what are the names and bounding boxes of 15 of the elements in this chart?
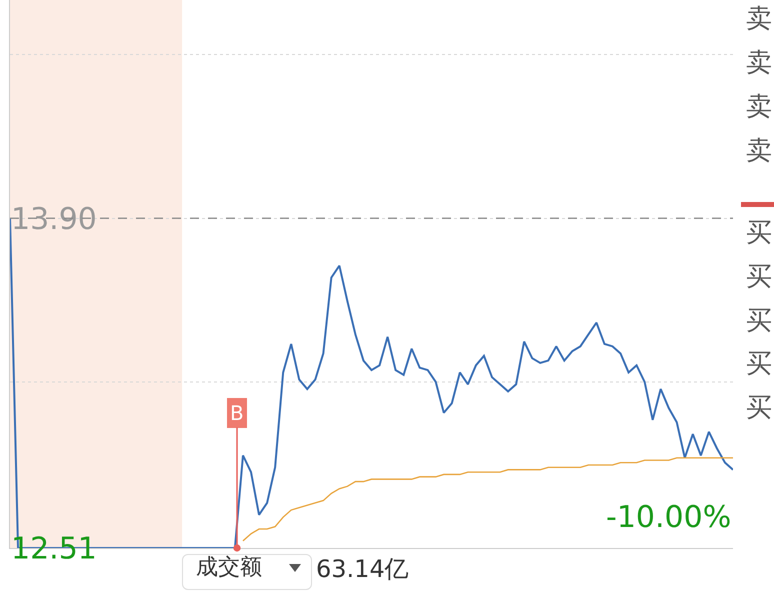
text: 卖 (746, 92, 772, 122)
text: 买 (746, 218, 772, 248)
text: 买 (746, 349, 772, 379)
line-series (242, 457, 733, 542)
text: 卖 (746, 48, 772, 78)
text: 卖 (746, 4, 772, 34)
y-tick-label: 13.90 (11, 202, 97, 237)
annotation: B (230, 401, 244, 425)
text: 买 (746, 306, 772, 336)
text: 成交额 (196, 555, 262, 580)
annotation: -10.00% (606, 500, 732, 535)
text: 买 (746, 393, 772, 423)
text: 卖 (746, 136, 772, 166)
text: 63.14亿 (316, 555, 409, 583)
text: 买 (746, 262, 772, 292)
